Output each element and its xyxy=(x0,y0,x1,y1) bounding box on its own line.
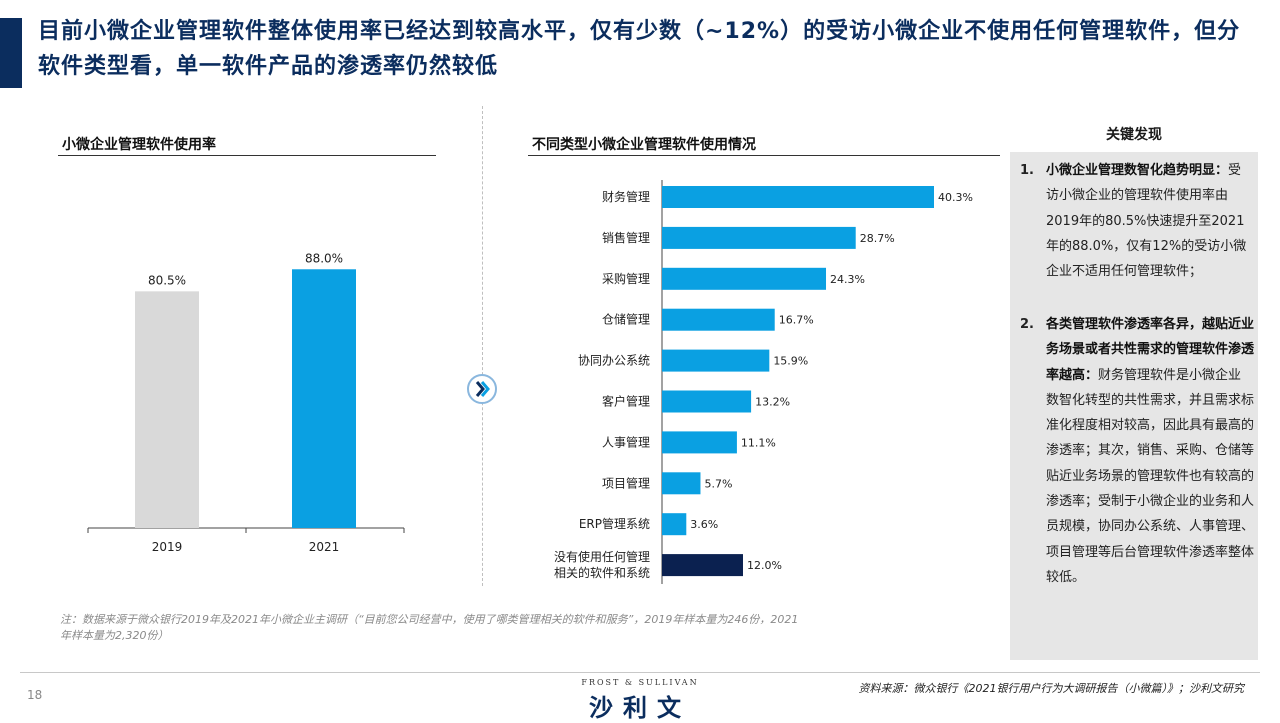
right-bar-7 xyxy=(662,472,701,495)
next-arrow-icon xyxy=(467,374,497,404)
source-note: 资料来源：微众银行《2021银行用户行为大调研报告（小微篇）》；沙利文研究 xyxy=(858,682,1245,695)
right-category-label-0: 财务管理 xyxy=(602,189,650,204)
right-bar-0 xyxy=(662,186,934,208)
right-bar-2 xyxy=(662,267,827,290)
right-bar-label-5: 13.2% xyxy=(755,396,790,409)
right-bar-label-6: 11.1% xyxy=(741,436,776,449)
title-accent-bar xyxy=(0,18,22,88)
finding-1-heading: 小微企业管理数智化趋势明显： xyxy=(1046,163,1229,178)
right-bar-5 xyxy=(662,390,752,413)
page-number: 18 xyxy=(27,688,43,702)
right-category-label-8: ERP管理系统 xyxy=(579,516,650,531)
right-bar-label-3: 16.7% xyxy=(779,314,814,327)
right-bar-label-7: 5.7% xyxy=(704,477,732,490)
right-bar-1 xyxy=(662,226,856,249)
left-chart-title-underline xyxy=(58,155,436,156)
right-bar-label-4: 15.9% xyxy=(773,355,808,368)
panel-divider xyxy=(482,106,483,586)
finding-2-text: 财务管理软件是小微企业数智化转型的共性需求，并且需求标准化程度相对较高，因此具有… xyxy=(1046,367,1255,585)
right-bar-label-2: 24.3% xyxy=(830,273,865,286)
finding-1-number: 1. xyxy=(1020,163,1034,178)
right-category-label-2: 采购管理 xyxy=(602,271,650,286)
right-category-label-3: 仓储管理 xyxy=(602,312,650,327)
right-bar-9 xyxy=(662,554,743,577)
footnote: 注：数据来源于微众银行2019年及2021年小微企业主调研（“目前您公司经营中，… xyxy=(60,613,799,642)
right-bar-label-0: 40.3% xyxy=(938,191,973,204)
left-bar-label-2021: 88.0% xyxy=(305,251,343,265)
finding-1-text: 受访小微企业的管理软件使用率由2019年的80.5%快速提升至2021年的88.… xyxy=(1046,163,1247,280)
right-category-label-9: 相关的软件和系统 xyxy=(554,565,650,580)
footer-divider xyxy=(20,672,1260,673)
right-bar-label-9: 12.0% xyxy=(747,559,782,572)
right-category-label-6: 人事管理 xyxy=(602,434,650,449)
right-category-label-7: 项目管理 xyxy=(602,475,650,490)
right-chart-title: 不同类型小微企业管理软件使用情况 xyxy=(532,137,756,153)
right-bar-8 xyxy=(662,513,687,536)
left-chart-title: 小微企业管理软件使用率 xyxy=(62,137,216,153)
left-bar-2019 xyxy=(135,291,199,528)
findings-box xyxy=(1010,152,1258,660)
logo: 沙利文 xyxy=(589,694,691,722)
right-bar-4 xyxy=(662,349,770,372)
findings-title: 关键发现 xyxy=(1106,127,1162,143)
left-bar-2021 xyxy=(292,269,356,528)
right-category-label-9: 没有使用任何管理 xyxy=(554,549,650,564)
right-bar-3 xyxy=(662,308,775,331)
left-x-tick-label-2021: 2021 xyxy=(309,540,340,554)
right-chart-title-underline xyxy=(528,155,1000,156)
finding-2-heading: 各类管理软件渗透率各异，越贴近业务场景或者共性需求的管理软件渗透率越高： xyxy=(1046,317,1255,383)
right-category-label-5: 客户管理 xyxy=(602,394,650,409)
logo-subtitle: FROST & SULLIVAN xyxy=(581,678,699,687)
finding-2-number: 2. xyxy=(1020,317,1034,332)
left-bar-label-2019: 80.5% xyxy=(148,273,186,287)
page-title: 目前小微企业管理软件整体使用率已经达到较高水平，仅有少数（~12%）的受访小微企… xyxy=(38,19,1241,79)
right-category-label-1: 销售管理 xyxy=(602,230,650,245)
right-bar-6 xyxy=(662,431,737,454)
right-category-label-4: 协同办公系统 xyxy=(578,353,650,368)
right-bar-label-8: 3.6% xyxy=(690,518,718,531)
left-x-tick-label-2019: 2019 xyxy=(152,540,183,554)
right-bar-label-1: 28.7% xyxy=(860,232,895,245)
